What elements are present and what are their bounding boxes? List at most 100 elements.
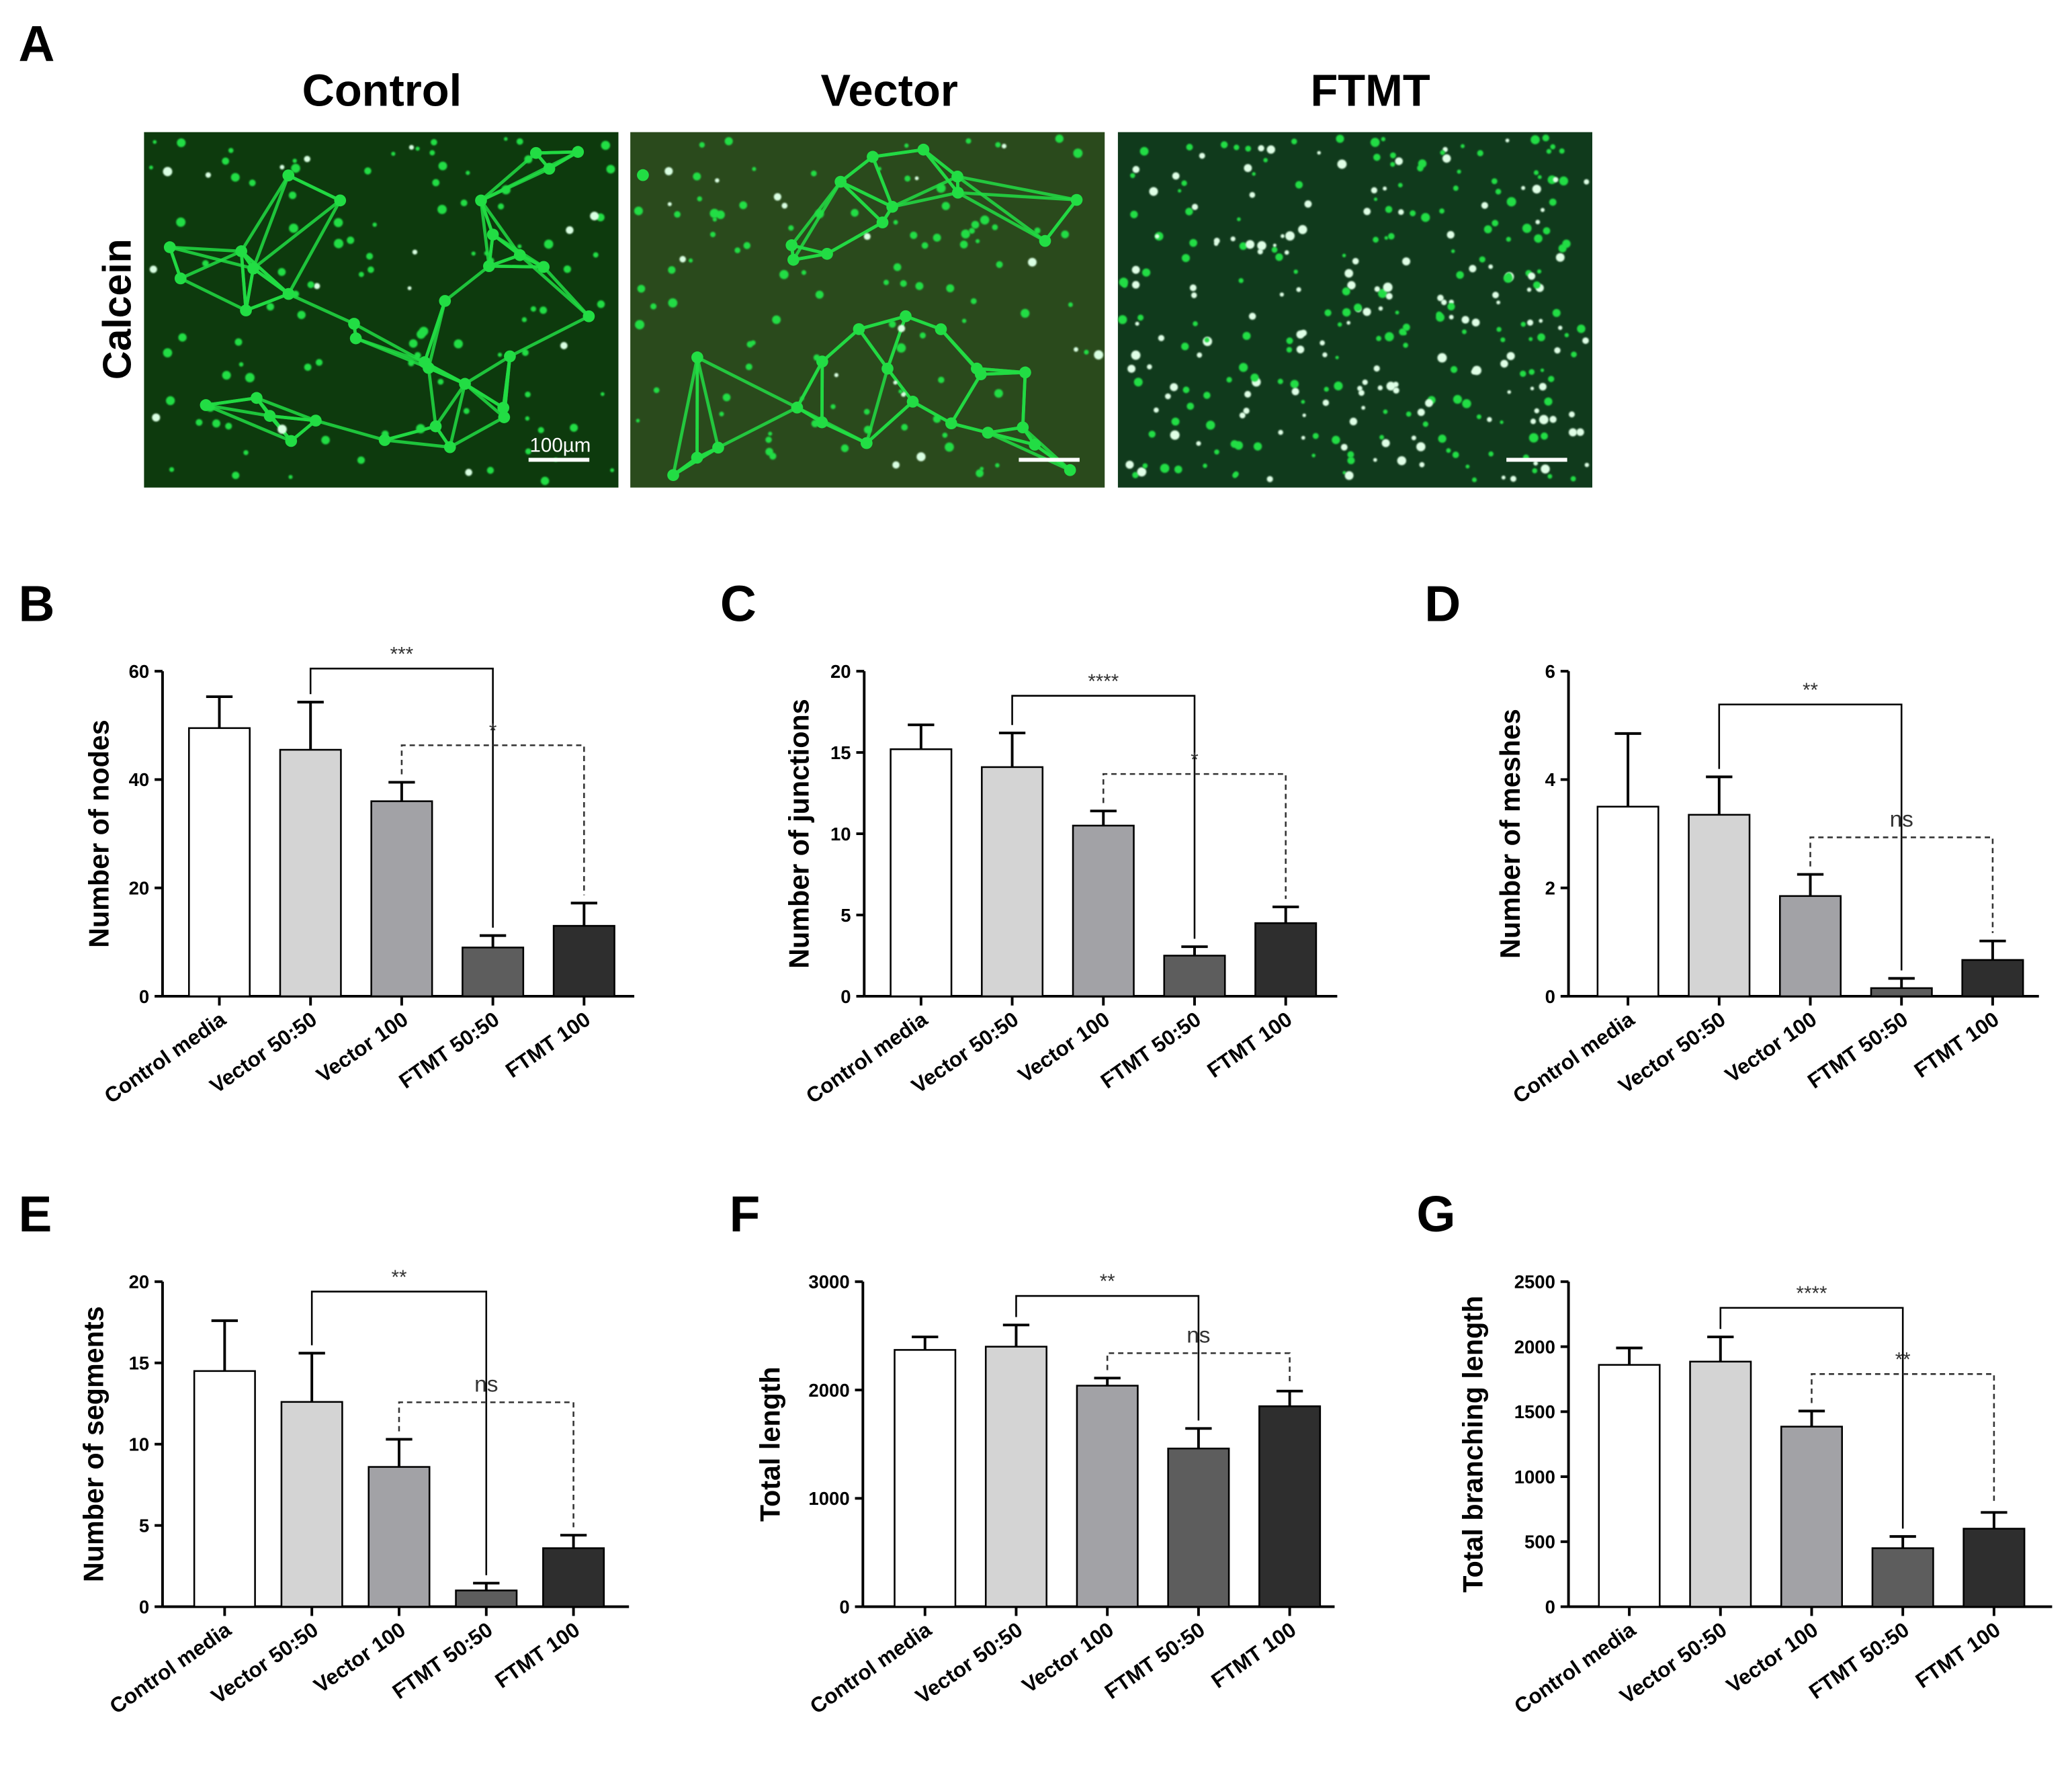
cell <box>381 430 389 438</box>
cell-cluster <box>582 310 595 322</box>
cell <box>1174 465 1182 474</box>
cell <box>969 228 975 234</box>
significance-label: * <box>489 720 497 742</box>
panel-label: E <box>19 1186 52 1242</box>
x-tick-label: FTMT 100 <box>1911 1618 2005 1693</box>
bar <box>455 1589 518 1608</box>
micrograph-control-cells <box>148 137 615 486</box>
cell <box>1419 462 1425 468</box>
cell <box>288 474 293 480</box>
cell <box>688 258 693 263</box>
cell <box>1377 385 1383 391</box>
cell <box>432 179 440 187</box>
cell <box>498 203 505 210</box>
cell-cluster <box>349 332 362 345</box>
bar <box>1961 959 2024 998</box>
cell <box>965 138 972 144</box>
panel-label: F <box>730 1186 761 1242</box>
cell <box>1137 467 1147 477</box>
x-tick-label: Control media <box>802 1007 932 1108</box>
tube-segment <box>957 175 1077 202</box>
cell <box>1520 321 1526 327</box>
cell <box>321 435 330 445</box>
cell <box>291 163 300 173</box>
cell <box>800 396 804 401</box>
cell <box>606 165 615 174</box>
tube-segment <box>169 245 242 253</box>
micrograph-control: 100µm <box>144 132 619 488</box>
tube-segment <box>479 200 491 267</box>
tube-segment <box>905 314 942 331</box>
cell <box>1301 400 1305 404</box>
cell <box>709 208 720 218</box>
bar <box>542 1547 605 1608</box>
significance-label: * <box>1191 748 1199 771</box>
cell <box>232 472 240 480</box>
cell <box>1335 355 1339 359</box>
tube-segment <box>449 416 505 449</box>
cell <box>1528 337 1533 341</box>
cell <box>1393 387 1399 394</box>
bar <box>1254 922 1318 998</box>
cell <box>1293 269 1298 274</box>
cell <box>1447 230 1455 239</box>
cell <box>1074 347 1078 352</box>
cell <box>1257 249 1263 255</box>
y-tick-label: 0 <box>139 986 149 1007</box>
y-axis-title: Number of meshes <box>1495 709 1526 959</box>
cell <box>1553 177 1559 183</box>
cell <box>1119 277 1129 287</box>
y-tick-label: 5 <box>840 905 851 926</box>
cell <box>1584 179 1590 185</box>
cell <box>601 140 611 150</box>
cell <box>1337 322 1342 327</box>
cell <box>1395 310 1399 315</box>
cell <box>1452 451 1459 458</box>
significance-bracket <box>1015 1295 1200 1421</box>
cell <box>863 233 871 241</box>
bar <box>462 947 525 998</box>
cell <box>1279 292 1284 297</box>
cell <box>1312 433 1319 439</box>
cell <box>516 138 523 145</box>
cell <box>165 396 175 406</box>
cell <box>1214 449 1219 455</box>
cell <box>1249 191 1256 198</box>
cell <box>1439 208 1444 214</box>
cell <box>1357 386 1363 391</box>
tube-segment <box>245 292 290 312</box>
cell <box>1528 369 1535 376</box>
cell <box>994 389 1003 398</box>
column-title-control: Control <box>302 65 462 116</box>
x-tick-label: FTMT 100 <box>491 1618 585 1693</box>
cell <box>1481 202 1488 209</box>
cell <box>1457 169 1461 174</box>
cell <box>1383 282 1393 292</box>
cell <box>668 298 678 308</box>
bar <box>1072 824 1135 998</box>
cell-cluster <box>348 318 360 330</box>
cell <box>1342 287 1350 296</box>
y-tick-label: 0 <box>839 1596 849 1617</box>
cell <box>525 448 531 455</box>
significance-bracket <box>1106 1352 1291 1383</box>
cell <box>893 263 902 271</box>
bar <box>1689 1360 1752 1608</box>
cell <box>863 425 872 434</box>
cell-cluster <box>235 245 248 257</box>
cell <box>1320 340 1325 346</box>
x-tick-label: FTMT 50:50 <box>1805 1618 1913 1704</box>
cell <box>752 167 757 171</box>
cell <box>1530 419 1537 425</box>
cell <box>1271 247 1278 253</box>
tube-segment <box>912 400 953 425</box>
cell <box>1358 390 1365 396</box>
cell <box>1296 287 1301 292</box>
cell <box>1422 421 1428 427</box>
cell <box>347 236 355 245</box>
cell <box>1243 407 1250 414</box>
tube-segment <box>384 425 437 442</box>
cell-cluster <box>1070 193 1083 206</box>
tube-segment <box>957 191 1046 243</box>
